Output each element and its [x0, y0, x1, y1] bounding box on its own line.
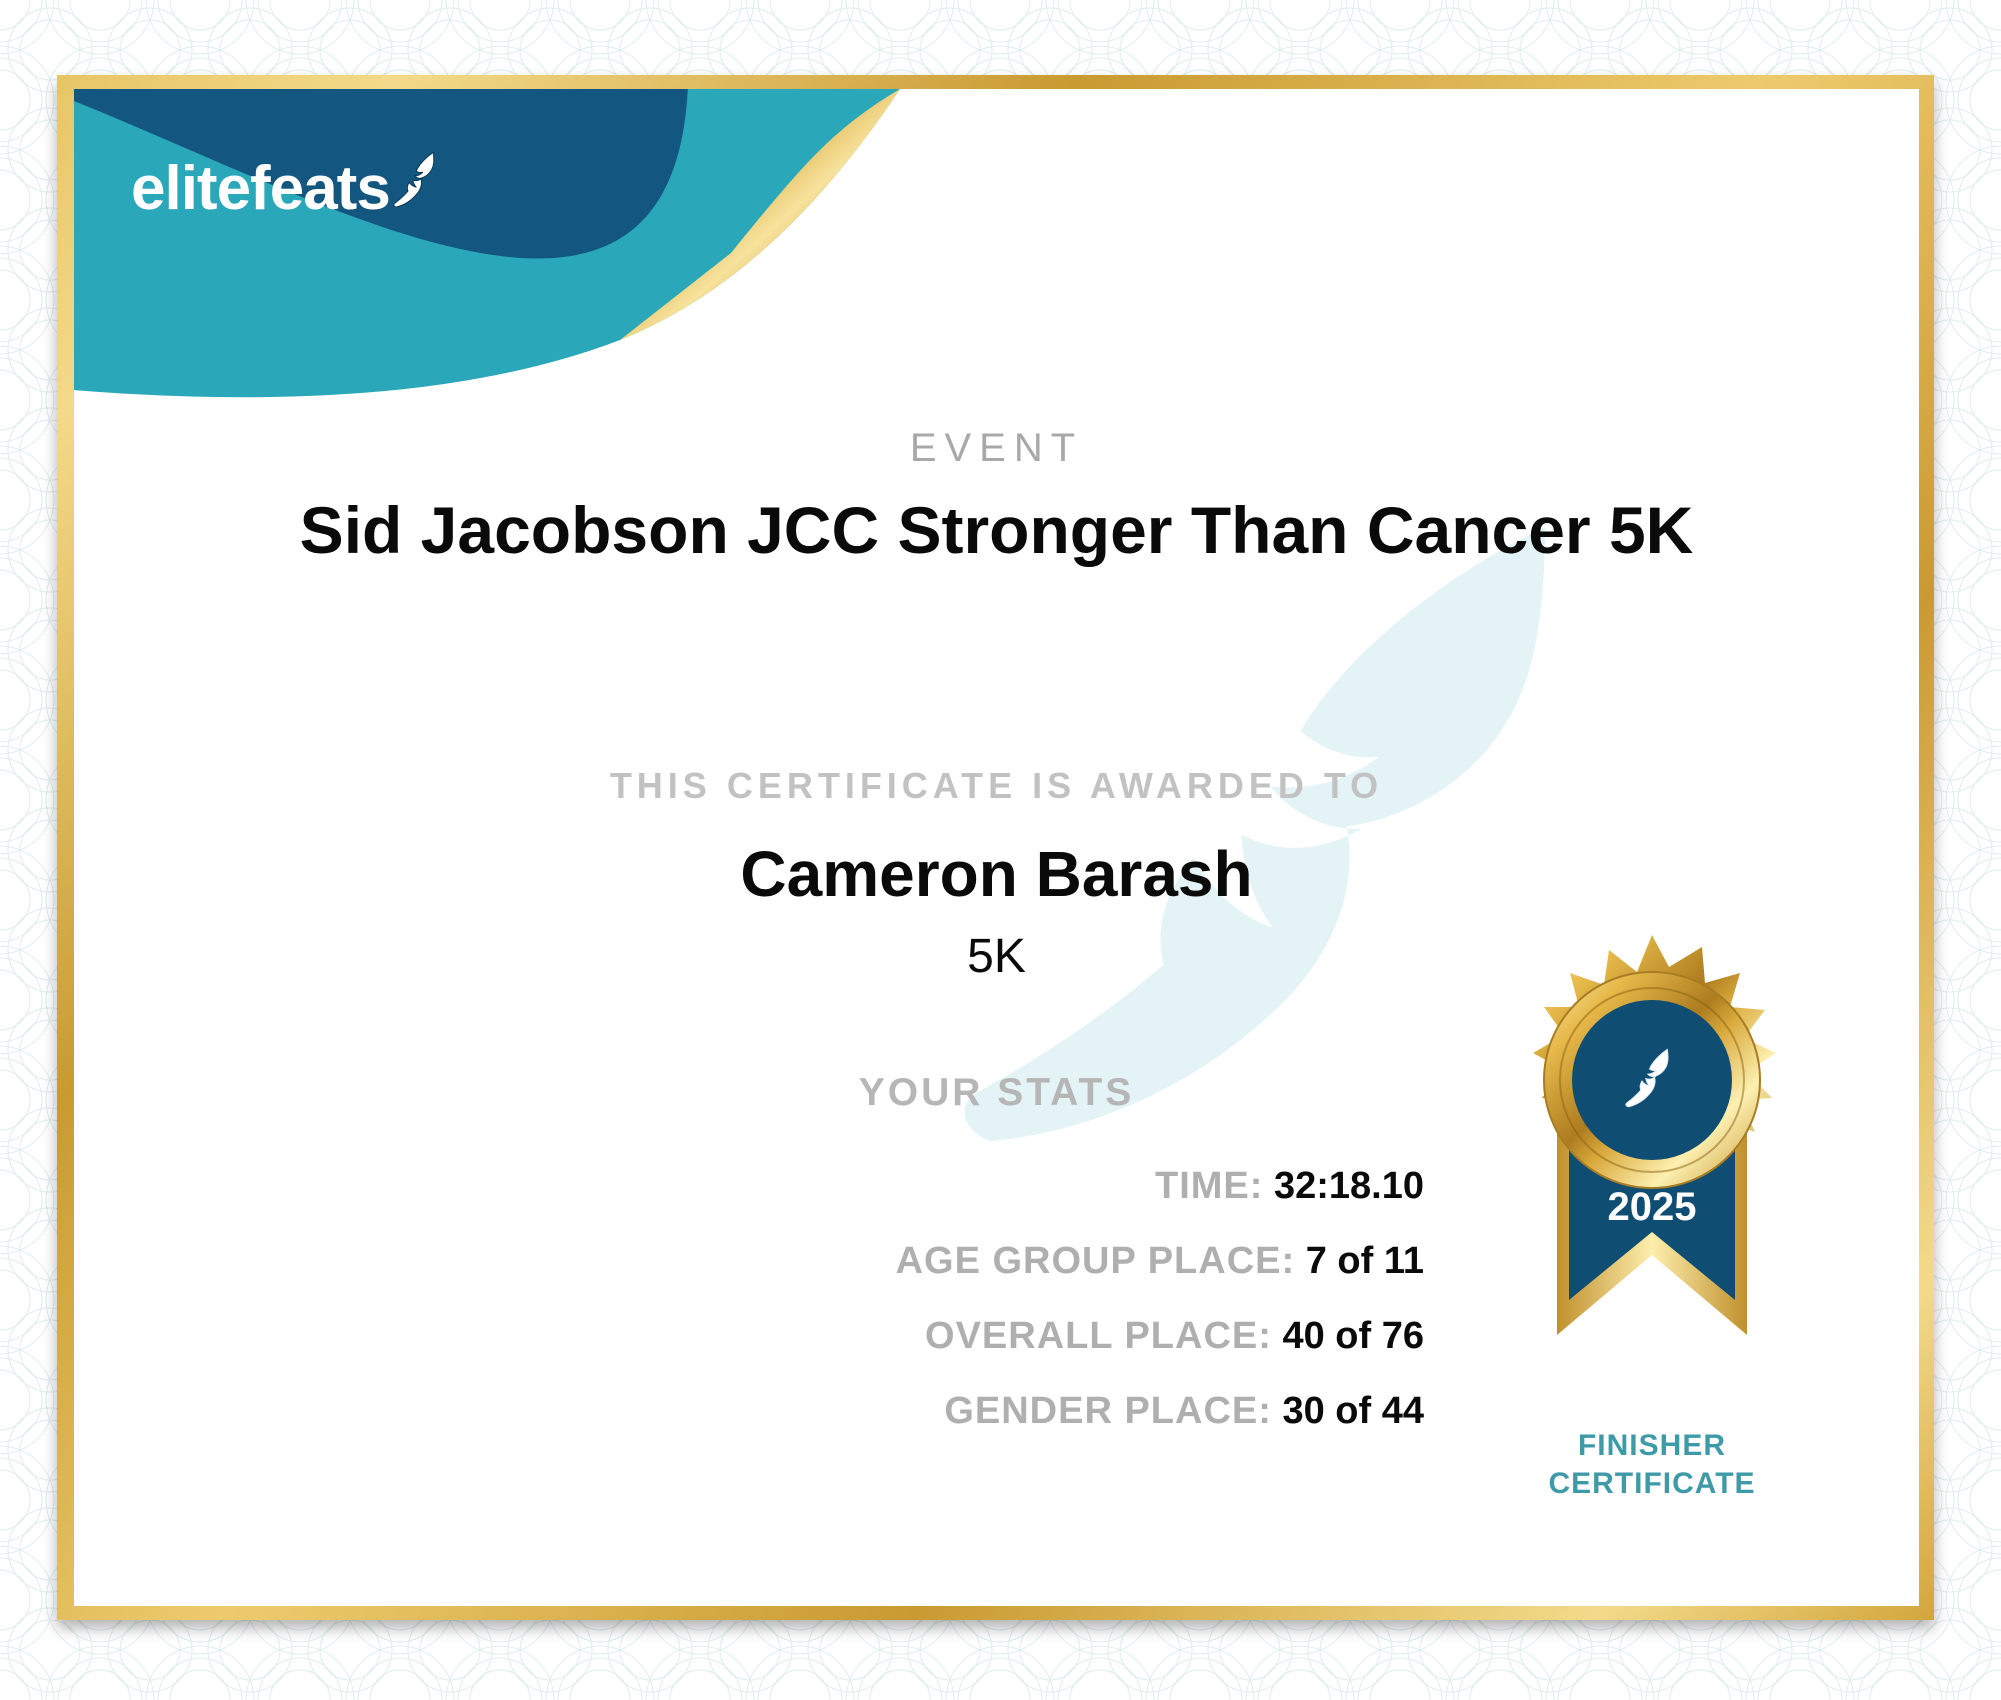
svg-text:2025: 2025 [1608, 1185, 1697, 1229]
